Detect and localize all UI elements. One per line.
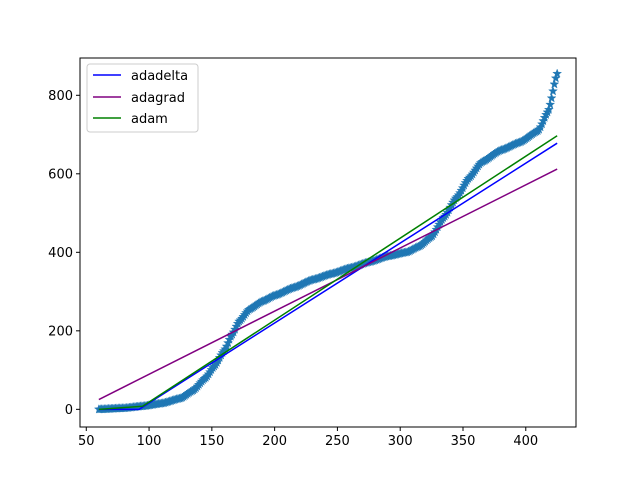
legend: adadelta adagrad adam xyxy=(87,64,198,132)
x-tick-label: 350 xyxy=(451,434,476,449)
legend-label-adagrad: adagrad xyxy=(131,91,185,106)
y-tick-label: 800 xyxy=(48,89,73,104)
x-tick-label: 400 xyxy=(513,434,538,449)
x-tick-label: 200 xyxy=(262,434,287,449)
legend-label-adadelta: adadelta xyxy=(131,69,188,84)
x-tick-label: 150 xyxy=(199,434,224,449)
y-tick-label: 0 xyxy=(65,403,73,418)
y-tick-label: 600 xyxy=(48,167,73,182)
x-tick-label: 300 xyxy=(388,434,413,449)
x-tick-label: 100 xyxy=(137,434,162,449)
y-tick-label: 200 xyxy=(48,324,73,339)
legend-label-adam: adam xyxy=(131,112,168,127)
x-tick-label: 50 xyxy=(78,434,95,449)
y-tick-label: 400 xyxy=(48,246,73,261)
x-tick-label: 250 xyxy=(325,434,350,449)
